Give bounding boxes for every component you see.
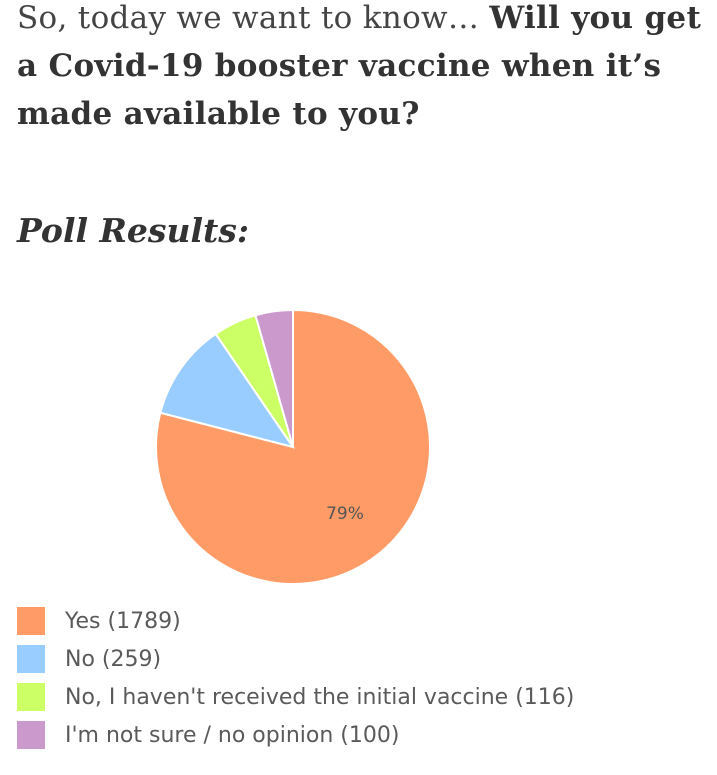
legend-label: No, I haven't received the initial vacci… — [65, 684, 575, 710]
intro-lead: So, today we want to know… — [17, 0, 490, 36]
legend-label: I'm not sure / no opinion (100) — [65, 722, 400, 748]
legend-item: I'm not sure / no opinion (100) — [17, 716, 707, 754]
intro-text: So, today we want to know… Will you get … — [17, 0, 707, 138]
legend-swatch — [17, 721, 45, 749]
legend-label: No (259) — [65, 646, 162, 672]
legend-swatch — [17, 607, 45, 635]
legend-item: No (259) — [17, 640, 707, 678]
legend-swatch — [17, 683, 45, 711]
pie-slice-label-1: 79% — [326, 504, 364, 524]
pie-slice-2 — [159, 332, 296, 449]
legend-item: No, I haven't received the initial vacci… — [17, 678, 707, 716]
pie-slice-4 — [254, 308, 294, 448]
chart-legend: Yes (1789) No (259) No, I haven't received… — [17, 602, 707, 754]
legend-label: Yes (1789) — [65, 608, 181, 634]
poll-pie-chart: 79% — [155, 308, 431, 585]
legend-item: Yes (1789) — [17, 602, 707, 640]
legend-swatch — [17, 645, 45, 673]
poll-question: Will you get a Covid-19 booster vaccine … — [17, 0, 702, 132]
poll-results-heading: Poll Results: — [17, 211, 250, 250]
